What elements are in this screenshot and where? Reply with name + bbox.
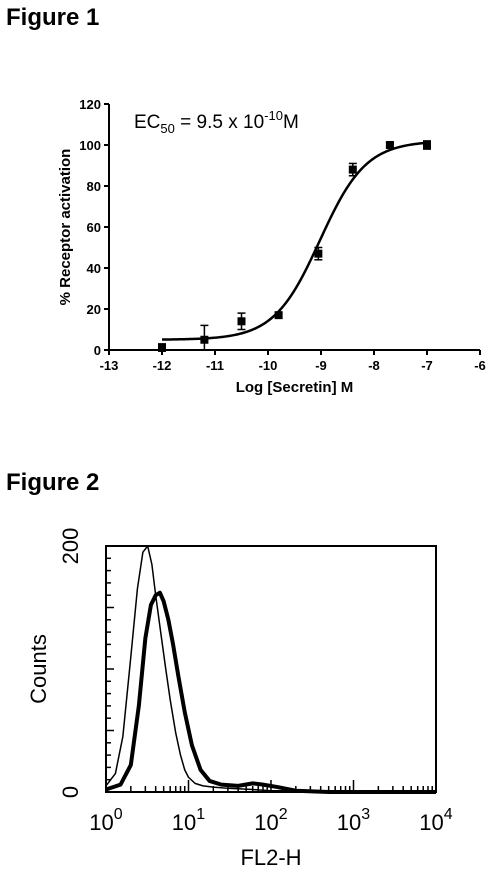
y-tick-label: 60 xyxy=(87,220,101,235)
y-tick-label: 40 xyxy=(87,261,101,276)
data-point xyxy=(314,249,323,258)
figure-2-title: Figure 2 xyxy=(6,469,100,496)
x-tick-label: -12 xyxy=(153,358,172,373)
histogram-thick-trace xyxy=(105,590,436,794)
y-tick-label: 0 xyxy=(58,786,83,798)
y-tick-label: 100 xyxy=(79,138,101,153)
data-point xyxy=(385,141,394,149)
y-axis-title: Counts xyxy=(26,634,51,704)
x-tick-label: -13 xyxy=(100,358,119,373)
x-tick-label: -9 xyxy=(315,358,327,373)
x-tick-label: 102 xyxy=(254,806,287,835)
y-tick-label: 200 xyxy=(58,528,83,565)
data-point xyxy=(237,317,246,326)
data-point xyxy=(158,343,166,352)
data-point xyxy=(423,141,431,149)
y-tick-label: 20 xyxy=(87,302,101,317)
y-axis-title: % Receptor activation xyxy=(57,149,74,306)
x-axis-title: FL2-H xyxy=(240,845,301,870)
plot-frame xyxy=(105,545,437,793)
y-tick-label: 0 xyxy=(94,343,101,358)
x-tick-label: -10 xyxy=(259,358,278,373)
data-point xyxy=(200,335,209,344)
y-tick-label: 80 xyxy=(87,179,101,194)
x-tick-label: -11 xyxy=(206,358,224,373)
histogram-thin-trace xyxy=(105,545,436,793)
dose-response-chart: 0 20 40 60 80 100 120 -13 -12 -11 -10 -9 -8 -7 -6 Log [… xyxy=(57,97,486,396)
x-tick-label: 103 xyxy=(337,806,370,835)
figure-1-title: Figure 1 xyxy=(6,4,100,31)
x-axis-title: Log [Secretin] M xyxy=(236,379,354,396)
x-tick-label: -7 xyxy=(421,358,433,373)
x-tick-label: -8 xyxy=(368,358,380,373)
x-tick-label: 104 xyxy=(419,806,452,835)
data-point xyxy=(274,311,283,320)
x-tick-label: 100 xyxy=(89,806,122,835)
x-tick-label: 101 xyxy=(172,806,205,835)
y-tick-label: 120 xyxy=(79,97,101,112)
data-point xyxy=(348,165,357,174)
ec50-annotation: EC50 = 9.5 x 10-10M xyxy=(134,108,299,136)
x-tick-label: -6 xyxy=(474,358,486,373)
